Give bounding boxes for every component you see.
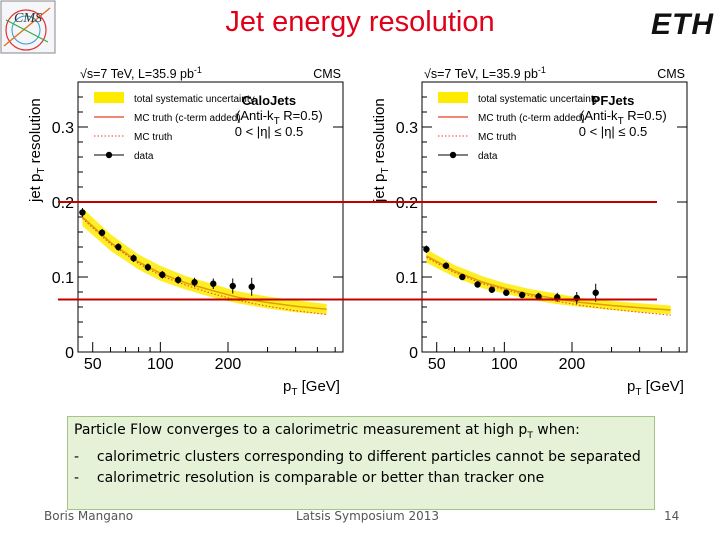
x-axis-label: pT [GeV] — [627, 378, 684, 398]
legend-entry: data — [134, 151, 154, 162]
y-tick-label: 0.3 — [52, 120, 74, 137]
panel-calojets: 0 0.1 0.2 0.3 50 100 200 pT [GeV] jet pT resolut… — [27, 65, 344, 398]
data-point — [442, 262, 450, 269]
legend-entry: MC truth (c-term added) — [478, 113, 585, 124]
x-tick-label: 50 — [428, 356, 446, 373]
eth-logo: ETH — [651, 8, 714, 41]
data-point — [210, 280, 217, 287]
data-point — [592, 289, 599, 296]
legend-entry: MC truth (c-term added) — [134, 113, 241, 124]
data-point — [474, 281, 481, 288]
systematic-band — [82, 208, 327, 315]
chart-experiment: CMS — [313, 67, 341, 81]
y-tick-label: 0.1 — [52, 270, 74, 287]
x-tick-label: 50 — [84, 356, 102, 373]
algo-label: (Anti-kT R=0.5) — [580, 108, 667, 127]
x-tick-label: 200 — [215, 356, 242, 373]
y-tick-label: 0.2 — [396, 195, 418, 212]
reference-lines — [58, 201, 657, 301]
algo-label: (Anti-kT R=0.5) — [236, 108, 323, 127]
y-axis-label: jet pT resolution — [371, 98, 391, 203]
legend-swatch-band — [94, 92, 124, 103]
note-bullet-1: - calorimetric clusters corresponding to… — [74, 448, 641, 465]
legend-swatch-data — [105, 151, 113, 159]
legend-entry: MC truth — [134, 132, 172, 143]
chart-experiment: CMS — [657, 67, 685, 81]
plots-area: 0 0.1 0.2 0.3 50 100 200 pT [GeV] jet pT resolut… — [27, 65, 688, 398]
data-point — [518, 291, 526, 299]
data-point — [535, 293, 542, 300]
legend-entry: data — [478, 151, 498, 162]
jet-type-label: CaloJets — [242, 93, 296, 108]
y-tick-label: 0.2 — [52, 195, 74, 212]
legend-entry: MC truth — [478, 132, 516, 143]
data-point — [79, 209, 86, 216]
mc-truth-line — [426, 257, 671, 316]
legend-entry: total systematic uncertainty — [134, 94, 255, 105]
chart-header: √s=7 TeV, L=35.9 pb-1 — [80, 65, 202, 81]
footer-page: 14 — [664, 509, 680, 523]
x-axis-label: pT [GeV] — [283, 378, 340, 398]
x-tick-label: 100 — [147, 356, 174, 373]
note-intro: Particle Flow converges to a calorimetri… — [74, 422, 580, 441]
note-box: Particle Flow converges to a calorimetri… — [67, 416, 655, 510]
footer-author: Boris Mangano — [44, 509, 134, 523]
data-point — [423, 246, 430, 253]
data-point — [115, 243, 122, 251]
legend-entry: total systematic uncertainty — [478, 94, 599, 105]
y-tick-label: 0.1 — [396, 270, 418, 287]
chart-header: √s=7 TeV, L=35.9 pb-1 — [424, 65, 546, 81]
mc-truth-cterm-line — [81, 216, 327, 311]
y-tick-label: 0 — [65, 345, 74, 362]
systematic-band — [426, 249, 671, 315]
slide-title: Jet energy resolution — [225, 6, 495, 38]
data-point — [144, 264, 152, 271]
eta-label: 0 < |η| ≤ 0.5 — [235, 124, 303, 139]
cms-logo-text: CMS — [14, 11, 42, 26]
data-point — [503, 289, 510, 296]
data-point — [459, 273, 466, 281]
x-tick-label: 100 — [491, 356, 518, 373]
data-point — [98, 229, 106, 236]
legend-swatch-data — [449, 151, 457, 159]
data-point — [488, 286, 496, 293]
y-tick-label: 0.3 — [396, 120, 418, 137]
y-axis-label: jet pT resolution — [27, 98, 47, 203]
mc-truth-cterm-line — [426, 255, 671, 311]
data-point — [191, 279, 198, 286]
panel-pfjets: 0 0.1 0.2 0.3 50 100 200 pT [GeV] jet pT resolut… — [371, 65, 688, 398]
data-point — [229, 282, 236, 290]
x-tick-label: 200 — [559, 356, 586, 373]
legend-swatch-band — [438, 92, 468, 103]
data-point — [174, 276, 182, 284]
cms-logo: CMS — [0, 0, 56, 54]
jet-type-label: PFJets — [592, 93, 635, 108]
data-point — [248, 283, 255, 290]
data-point — [130, 255, 137, 262]
note-bullet-2: - calorimetric resolution is comparable … — [74, 469, 545, 486]
eta-label: 0 < |η| ≤ 0.5 — [579, 124, 647, 139]
data-point — [159, 271, 166, 278]
y-tick-label: 0 — [409, 345, 418, 362]
footer-event: Latsis Symposium 2013 — [296, 509, 439, 523]
